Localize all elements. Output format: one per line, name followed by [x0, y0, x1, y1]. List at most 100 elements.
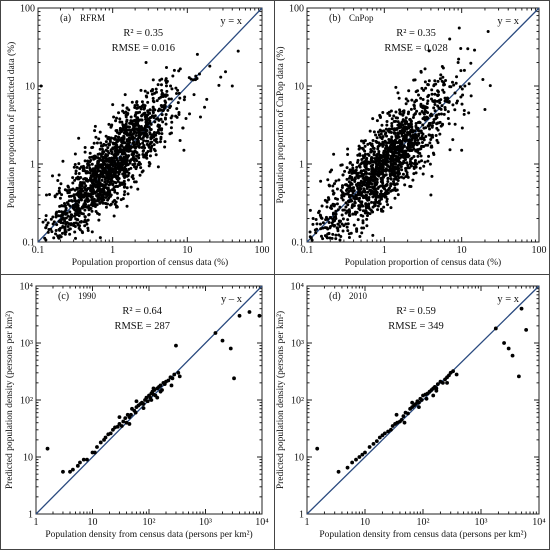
- data-point: [342, 194, 346, 198]
- data-point: [91, 145, 95, 149]
- data-point: [140, 118, 144, 122]
- data-point: [57, 173, 61, 177]
- data-point: [369, 192, 373, 196]
- data-point: [510, 353, 515, 358]
- data-point: [519, 306, 524, 311]
- data-point: [339, 235, 343, 239]
- data-point: [341, 184, 345, 188]
- data-point: [414, 122, 418, 126]
- data-point: [327, 221, 331, 225]
- data-point: [352, 204, 356, 208]
- data-point: [141, 149, 145, 153]
- data-point: [362, 176, 366, 180]
- data-point: [107, 159, 111, 163]
- data-point: [344, 222, 348, 226]
- data-point: [83, 204, 87, 208]
- data-point: [406, 99, 410, 103]
- data-point: [402, 109, 406, 113]
- data-point: [75, 187, 79, 191]
- data-point: [122, 168, 126, 172]
- x-axis-label: Population proportion of census data (%): [345, 257, 501, 268]
- data-point: [135, 140, 139, 144]
- data-point: [397, 176, 401, 180]
- x-tick-label: 0.1: [301, 245, 314, 256]
- data-point: [345, 177, 349, 181]
- data-point: [431, 151, 435, 155]
- data-point: [116, 139, 120, 143]
- panel-name: 1990: [78, 291, 97, 301]
- data-point: [61, 225, 65, 229]
- data-point: [95, 171, 99, 175]
- data-point: [346, 218, 350, 222]
- data-point: [83, 186, 87, 190]
- data-point: [451, 369, 455, 374]
- data-point: [85, 197, 89, 201]
- data-point: [383, 173, 387, 177]
- data-point: [390, 124, 394, 128]
- data-point: [408, 118, 412, 122]
- data-point: [442, 90, 446, 94]
- data-point: [394, 119, 398, 123]
- data-point: [68, 188, 72, 192]
- data-point: [378, 128, 382, 132]
- data-point: [94, 135, 98, 139]
- data-point: [337, 219, 341, 223]
- data-point: [136, 122, 140, 126]
- data-point: [407, 110, 411, 114]
- data-point: [318, 222, 322, 226]
- data-point: [106, 146, 110, 150]
- data-point: [462, 108, 466, 112]
- data-point: [350, 460, 355, 465]
- data-point: [456, 61, 460, 65]
- data-point: [134, 134, 138, 138]
- data-point: [462, 68, 466, 72]
- data-point: [418, 112, 422, 116]
- data-point: [308, 208, 312, 212]
- data-point: [112, 214, 116, 218]
- data-point: [119, 198, 123, 202]
- data-point: [442, 83, 446, 87]
- data-point: [118, 120, 122, 124]
- data-point: [331, 189, 335, 193]
- data-point: [372, 169, 376, 173]
- data-point: [481, 78, 485, 82]
- data-point: [320, 204, 324, 208]
- data-point: [375, 164, 379, 168]
- data-point: [368, 180, 372, 184]
- data-point: [431, 393, 436, 398]
- data-point: [69, 194, 73, 198]
- data-point: [424, 134, 428, 138]
- data-point: [170, 120, 174, 124]
- data-point: [403, 129, 407, 133]
- data-point: [469, 94, 473, 98]
- data-point: [353, 195, 357, 199]
- data-point: [67, 228, 71, 232]
- data-point: [419, 154, 423, 158]
- data-point: [404, 137, 408, 141]
- data-point: [125, 113, 129, 117]
- data-point: [79, 220, 83, 224]
- data-point: [92, 197, 96, 201]
- data-point: [380, 123, 384, 127]
- data-point: [357, 191, 361, 195]
- data-point: [89, 188, 93, 192]
- x-tick-label: 1: [305, 517, 310, 528]
- data-point: [178, 139, 182, 143]
- data-point: [84, 220, 88, 224]
- data-point: [135, 116, 139, 120]
- data-point: [362, 141, 366, 145]
- data-point: [379, 193, 383, 197]
- data-point: [488, 84, 492, 88]
- data-point: [86, 179, 90, 183]
- data-point: [420, 141, 424, 145]
- data-point: [164, 122, 168, 126]
- data-point: [81, 193, 85, 197]
- data-point: [432, 118, 436, 122]
- data-point: [135, 103, 139, 107]
- data-point: [51, 222, 55, 226]
- data-point: [386, 179, 390, 183]
- data-point: [415, 109, 419, 113]
- data-point: [418, 129, 422, 133]
- data-point: [48, 193, 52, 197]
- data-point: [330, 168, 334, 172]
